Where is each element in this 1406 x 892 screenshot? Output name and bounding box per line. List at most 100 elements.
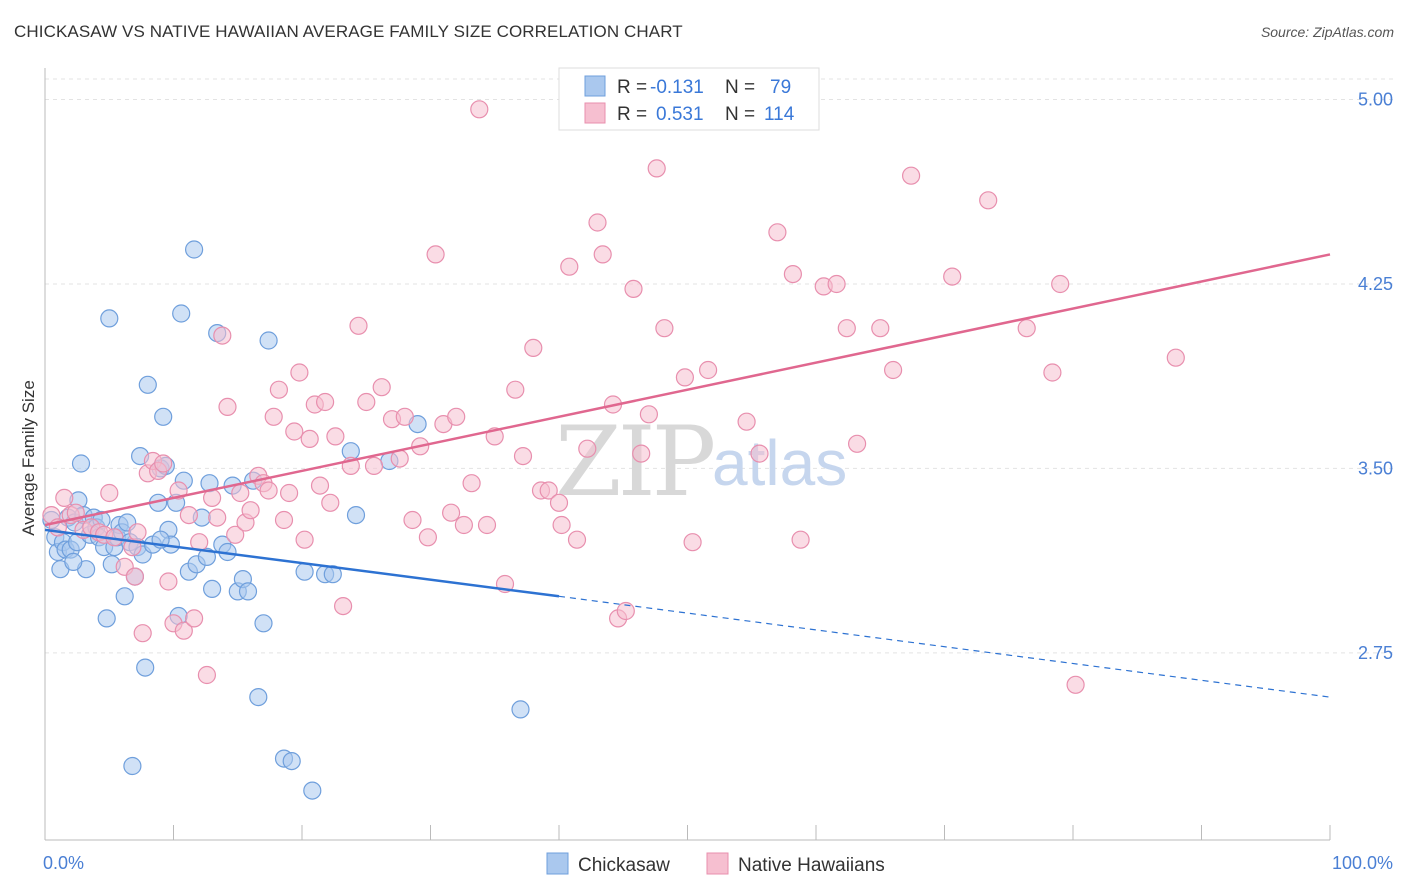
- hawaiian-point: [632, 444, 651, 463]
- hawaiian-point: [1043, 363, 1062, 382]
- chickasaw-point: [100, 309, 119, 328]
- hawaiian-point: [827, 274, 846, 294]
- chickasaw-trend-extension: [558, 595, 1331, 698]
- axes: 2.75 3.50 4.25 5.00 0.0% 100.0%: [43, 68, 1393, 873]
- chickasaw-point: [138, 375, 157, 394]
- hawaiian-point: [197, 665, 216, 685]
- hawaiian-point: [349, 316, 368, 335]
- hawaiian-point: [179, 505, 198, 525]
- hawaiian-point: [837, 319, 856, 338]
- hawaiian-point: [125, 567, 144, 586]
- hawaiian-point: [979, 191, 998, 210]
- hawaiian-point: [259, 481, 278, 500]
- chickasaw-point: [115, 587, 134, 606]
- watermark-zip: ZIP: [555, 406, 714, 518]
- chickasaw-point: [136, 658, 155, 677]
- hawaiian-point: [226, 525, 245, 544]
- hawaiian-point: [539, 481, 558, 500]
- legend-n-value-1: 79: [770, 77, 791, 98]
- hawaiian-point: [447, 407, 466, 426]
- y-tick-label: 3.50: [1358, 458, 1393, 478]
- hawaiian-point: [334, 596, 353, 616]
- chickasaw-point: [172, 304, 191, 323]
- hawaiian-point: [871, 319, 890, 338]
- hawaiian-point: [567, 530, 587, 549]
- legend-r-value-2: 0.531: [656, 104, 704, 125]
- hawaiian-point: [698, 360, 718, 380]
- chickasaw-point: [97, 609, 116, 628]
- hawaiian-point: [218, 397, 237, 416]
- y-axis-label: Average Family Size: [19, 380, 38, 536]
- chickasaw-trend-line: [44, 528, 560, 598]
- legend-n-label-1: N =: [725, 77, 755, 98]
- legend-swatch-hawaiian: [584, 102, 606, 124]
- x-tick-label-max: 100.0%: [1332, 853, 1393, 873]
- hawaiian-point: [274, 510, 294, 530]
- hawaiian-point: [588, 213, 607, 232]
- chickasaw-point: [64, 552, 83, 572]
- chart-title: CHICKASAW VS NATIVE HAWAIIAN AVERAGE FAM…: [14, 22, 683, 41]
- hawaiian-point: [683, 533, 702, 552]
- hawaiian-point: [442, 503, 461, 522]
- chickasaw-point: [259, 331, 278, 350]
- hawaiian-point: [269, 380, 288, 399]
- hawaiian-point: [395, 407, 414, 426]
- hawaiian-point: [133, 624, 152, 643]
- hawaiian-point: [901, 166, 921, 185]
- hawaiian-point: [768, 223, 787, 242]
- hawaiian-point: [1051, 274, 1070, 294]
- hawaiian-point: [647, 159, 666, 178]
- hawaiian-point: [280, 483, 299, 503]
- hawaiian-point: [418, 528, 437, 547]
- legend-n-value-2: 114: [764, 104, 795, 125]
- hawaiian-point: [470, 100, 489, 119]
- legend-r-label-1: R =: [617, 77, 647, 98]
- hawaiian-point: [316, 392, 335, 412]
- chickasaw-point: [249, 687, 268, 707]
- hawaiian-point: [326, 427, 345, 446]
- hawaiian-point: [241, 501, 260, 520]
- bottom-legend-chickasaw: Chickasaw: [578, 855, 670, 876]
- hawaiian-point: [477, 515, 497, 535]
- hawaiian-point: [639, 405, 659, 424]
- hawaiian-point: [750, 444, 769, 463]
- hawaiian-point: [264, 407, 283, 426]
- hawaiian-point: [513, 447, 533, 466]
- hawaiian-point: [426, 245, 445, 264]
- y-tick-label: 4.25: [1358, 274, 1393, 294]
- gridlines: [45, 78, 1393, 654]
- hawaiian-point: [737, 412, 756, 431]
- series-legend: Chickasaw Native Hawaiians: [546, 852, 885, 876]
- x-tick-label-min: 0.0%: [43, 853, 84, 873]
- legend-n-label-2: N =: [725, 104, 755, 125]
- watermark: ZIP atlas: [555, 406, 847, 518]
- hawaiian-point: [624, 279, 643, 298]
- hawaiian-point: [791, 530, 810, 549]
- chickasaw-point: [295, 562, 314, 581]
- hawaiian-point: [524, 338, 543, 357]
- hawaiian-point: [560, 257, 579, 276]
- hawaiian-point: [208, 508, 227, 527]
- bottom-swatch-hawaiian: [706, 852, 729, 875]
- chickasaw-point: [185, 240, 204, 259]
- chickasaw-point: [254, 614, 273, 633]
- hawaiian-point: [213, 326, 232, 345]
- hawaiian-point: [783, 265, 803, 284]
- hawaiian-point: [321, 493, 340, 512]
- chickasaw-point: [238, 582, 258, 601]
- hawaiian-trend-line: [44, 253, 1331, 527]
- bottom-swatch-chickasaw: [546, 852, 569, 875]
- hawaiian-point: [185, 609, 204, 628]
- correlation-legend: R = -0.131 N = 79 R = 0.531 N = 114: [558, 67, 820, 131]
- hawaiian-point: [357, 392, 376, 412]
- chickasaw-point: [303, 781, 322, 800]
- hawaiian-point: [154, 454, 173, 473]
- chickasaw-point: [282, 751, 301, 771]
- hawaiian-point: [1066, 675, 1085, 694]
- hawaiian-point: [295, 530, 314, 549]
- chickasaw-point: [123, 756, 142, 776]
- hawaiian-point: [364, 456, 384, 475]
- hawaiian-point: [1017, 319, 1036, 338]
- hawaiian-point: [549, 493, 569, 512]
